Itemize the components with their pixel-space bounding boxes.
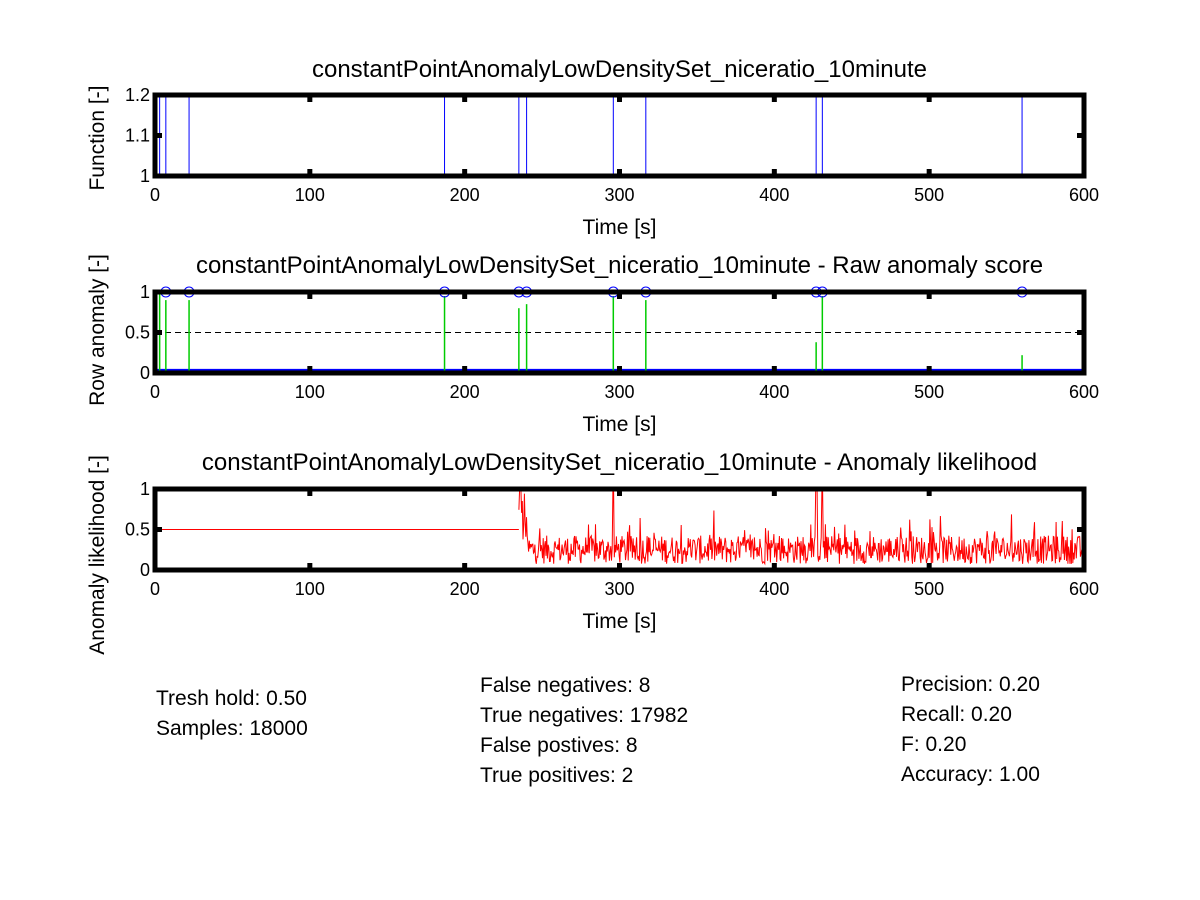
x-tick-label: 300 [604, 185, 634, 205]
y-axis-label: Anomaly likelihood [-] [86, 455, 109, 655]
x-axis-label: Time [s] [583, 216, 657, 239]
x-tick-label: 100 [295, 382, 325, 402]
y-axis-label: Row anomaly [-] [86, 254, 109, 406]
stats-true-positives: True positives: 2 [480, 764, 634, 787]
y-tick-label: 0.5 [125, 323, 150, 343]
x-tick-label: 0 [150, 185, 160, 205]
raw-anomaly-plot: constantPointAnomalyLowDensitySet_nicera… [86, 252, 1099, 436]
stats-true-negatives: True negatives: 17982 [480, 704, 689, 727]
x-tick-label: 100 [295, 579, 325, 599]
stats-false-negatives: False negatives: 8 [480, 674, 651, 697]
y-tick-label: 1.1 [125, 126, 150, 146]
y-axis-label: Function [-] [86, 85, 109, 190]
x-tick-label: 600 [1069, 382, 1099, 402]
y-tick-label: 1 [140, 479, 150, 499]
anomaly-likelihood-plot: constantPointAnomalyLowDensitySet_nicera… [86, 449, 1099, 655]
x-axis-label: Time [s] [583, 610, 657, 633]
x-tick-label: 200 [450, 185, 480, 205]
stats-precision: Precision: 0.20 [901, 673, 1040, 696]
y-tick-label: 0 [140, 363, 150, 383]
stats-threshold: Tresh hold: 0.50 [156, 687, 307, 710]
chart-title: constantPointAnomalyLowDensitySet_nicera… [312, 56, 927, 83]
x-tick-label: 0 [150, 579, 160, 599]
chart-title: constantPointAnomalyLowDensitySet_nicera… [196, 252, 1043, 279]
series-group [159, 95, 1023, 176]
stats-samples: Samples: 18000 [156, 717, 308, 740]
stats-recall: Recall: 0.20 [901, 703, 1012, 726]
series-group [155, 286, 1084, 374]
x-tick-label: 300 [604, 382, 634, 402]
x-tick-label: 200 [450, 382, 480, 402]
y-tick-label: 1 [140, 166, 150, 186]
x-tick-label: 600 [1069, 579, 1099, 599]
series-group [155, 488, 1085, 566]
x-tick-label: 400 [759, 382, 789, 402]
x-tick-label: 500 [914, 579, 944, 599]
x-tick-label: 500 [914, 382, 944, 402]
chart-title: constantPointAnomalyLowDensitySet_nicera… [202, 449, 1037, 476]
y-tick-label: 1.2 [125, 85, 150, 105]
x-tick-label: 500 [914, 185, 944, 205]
stats-column-3: Precision: 0.20 Recall: 0.20 F: 0.20 Acc… [901, 670, 1040, 790]
x-tick-label: 400 [759, 579, 789, 599]
x-tick-label: 300 [604, 579, 634, 599]
x-axis-label: Time [s] [583, 413, 657, 436]
y-tick-label: 1 [140, 282, 150, 302]
x-tick-label: 400 [759, 185, 789, 205]
x-tick-label: 0 [150, 382, 160, 402]
x-tick-label: 600 [1069, 185, 1099, 205]
stats-column-2: False negatives: 8 True negatives: 17982… [480, 671, 688, 791]
likelihood-line [518, 488, 1085, 566]
stats-f-score: F: 0.20 [901, 733, 967, 756]
y-tick-label: 0.5 [125, 520, 150, 540]
function-plot: constantPointAnomalyLowDensitySet_nicera… [86, 56, 1099, 239]
x-tick-label: 100 [295, 185, 325, 205]
stats-accuracy: Accuracy: 1.00 [901, 763, 1040, 786]
axes-frame [152, 92, 1087, 179]
stats-false-positives: False postives: 8 [480, 734, 638, 757]
y-tick-label: 0 [140, 560, 150, 580]
stats-column-1: Tresh hold: 0.50 Samples: 18000 [156, 684, 308, 744]
x-tick-label: 200 [450, 579, 480, 599]
